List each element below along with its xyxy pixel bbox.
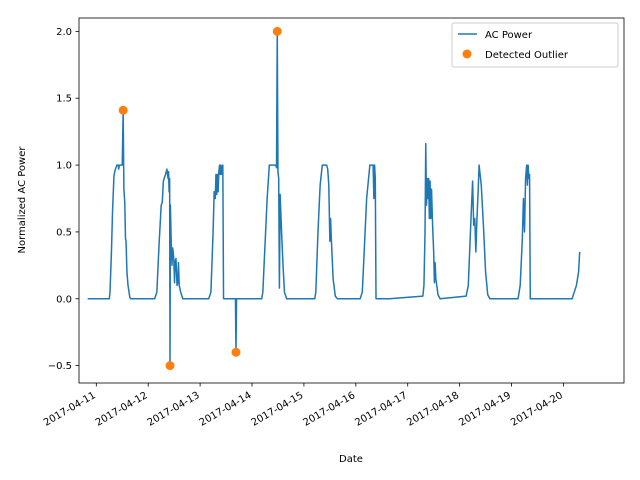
outlier-point — [165, 361, 175, 371]
legend-box — [451, 22, 619, 68]
y-tick-label: 2.0 — [56, 27, 72, 38]
outlier-point — [272, 26, 282, 36]
plot-area — [87, 26, 581, 371]
x-axis-label: Date — [339, 454, 363, 465]
y-axis: −0.5 0.0 0.5 1.0 1.5 2.0 — [48, 27, 79, 372]
outlier-point — [231, 347, 241, 357]
outlier-point — [118, 105, 128, 115]
y-tick-label: 0.5 — [56, 227, 72, 238]
series-ac-power-line — [87, 30, 581, 367]
legend: AC Power Detected Outlier — [451, 22, 619, 68]
y-tick-label: 1.0 — [56, 161, 72, 172]
y-tick-label: 1.5 — [56, 94, 72, 105]
plot-frame — [78, 17, 625, 384]
y-axis-label: Normalized AC Power — [17, 146, 28, 254]
legend-label-ac-power: AC Power — [485, 30, 533, 41]
y-tick-label: 0.0 — [56, 294, 72, 305]
legend-label-detected-outlier: Detected Outlier — [485, 50, 569, 61]
y-tick-label: −0.5 — [48, 361, 72, 372]
legend-marker-swatch — [462, 49, 472, 59]
